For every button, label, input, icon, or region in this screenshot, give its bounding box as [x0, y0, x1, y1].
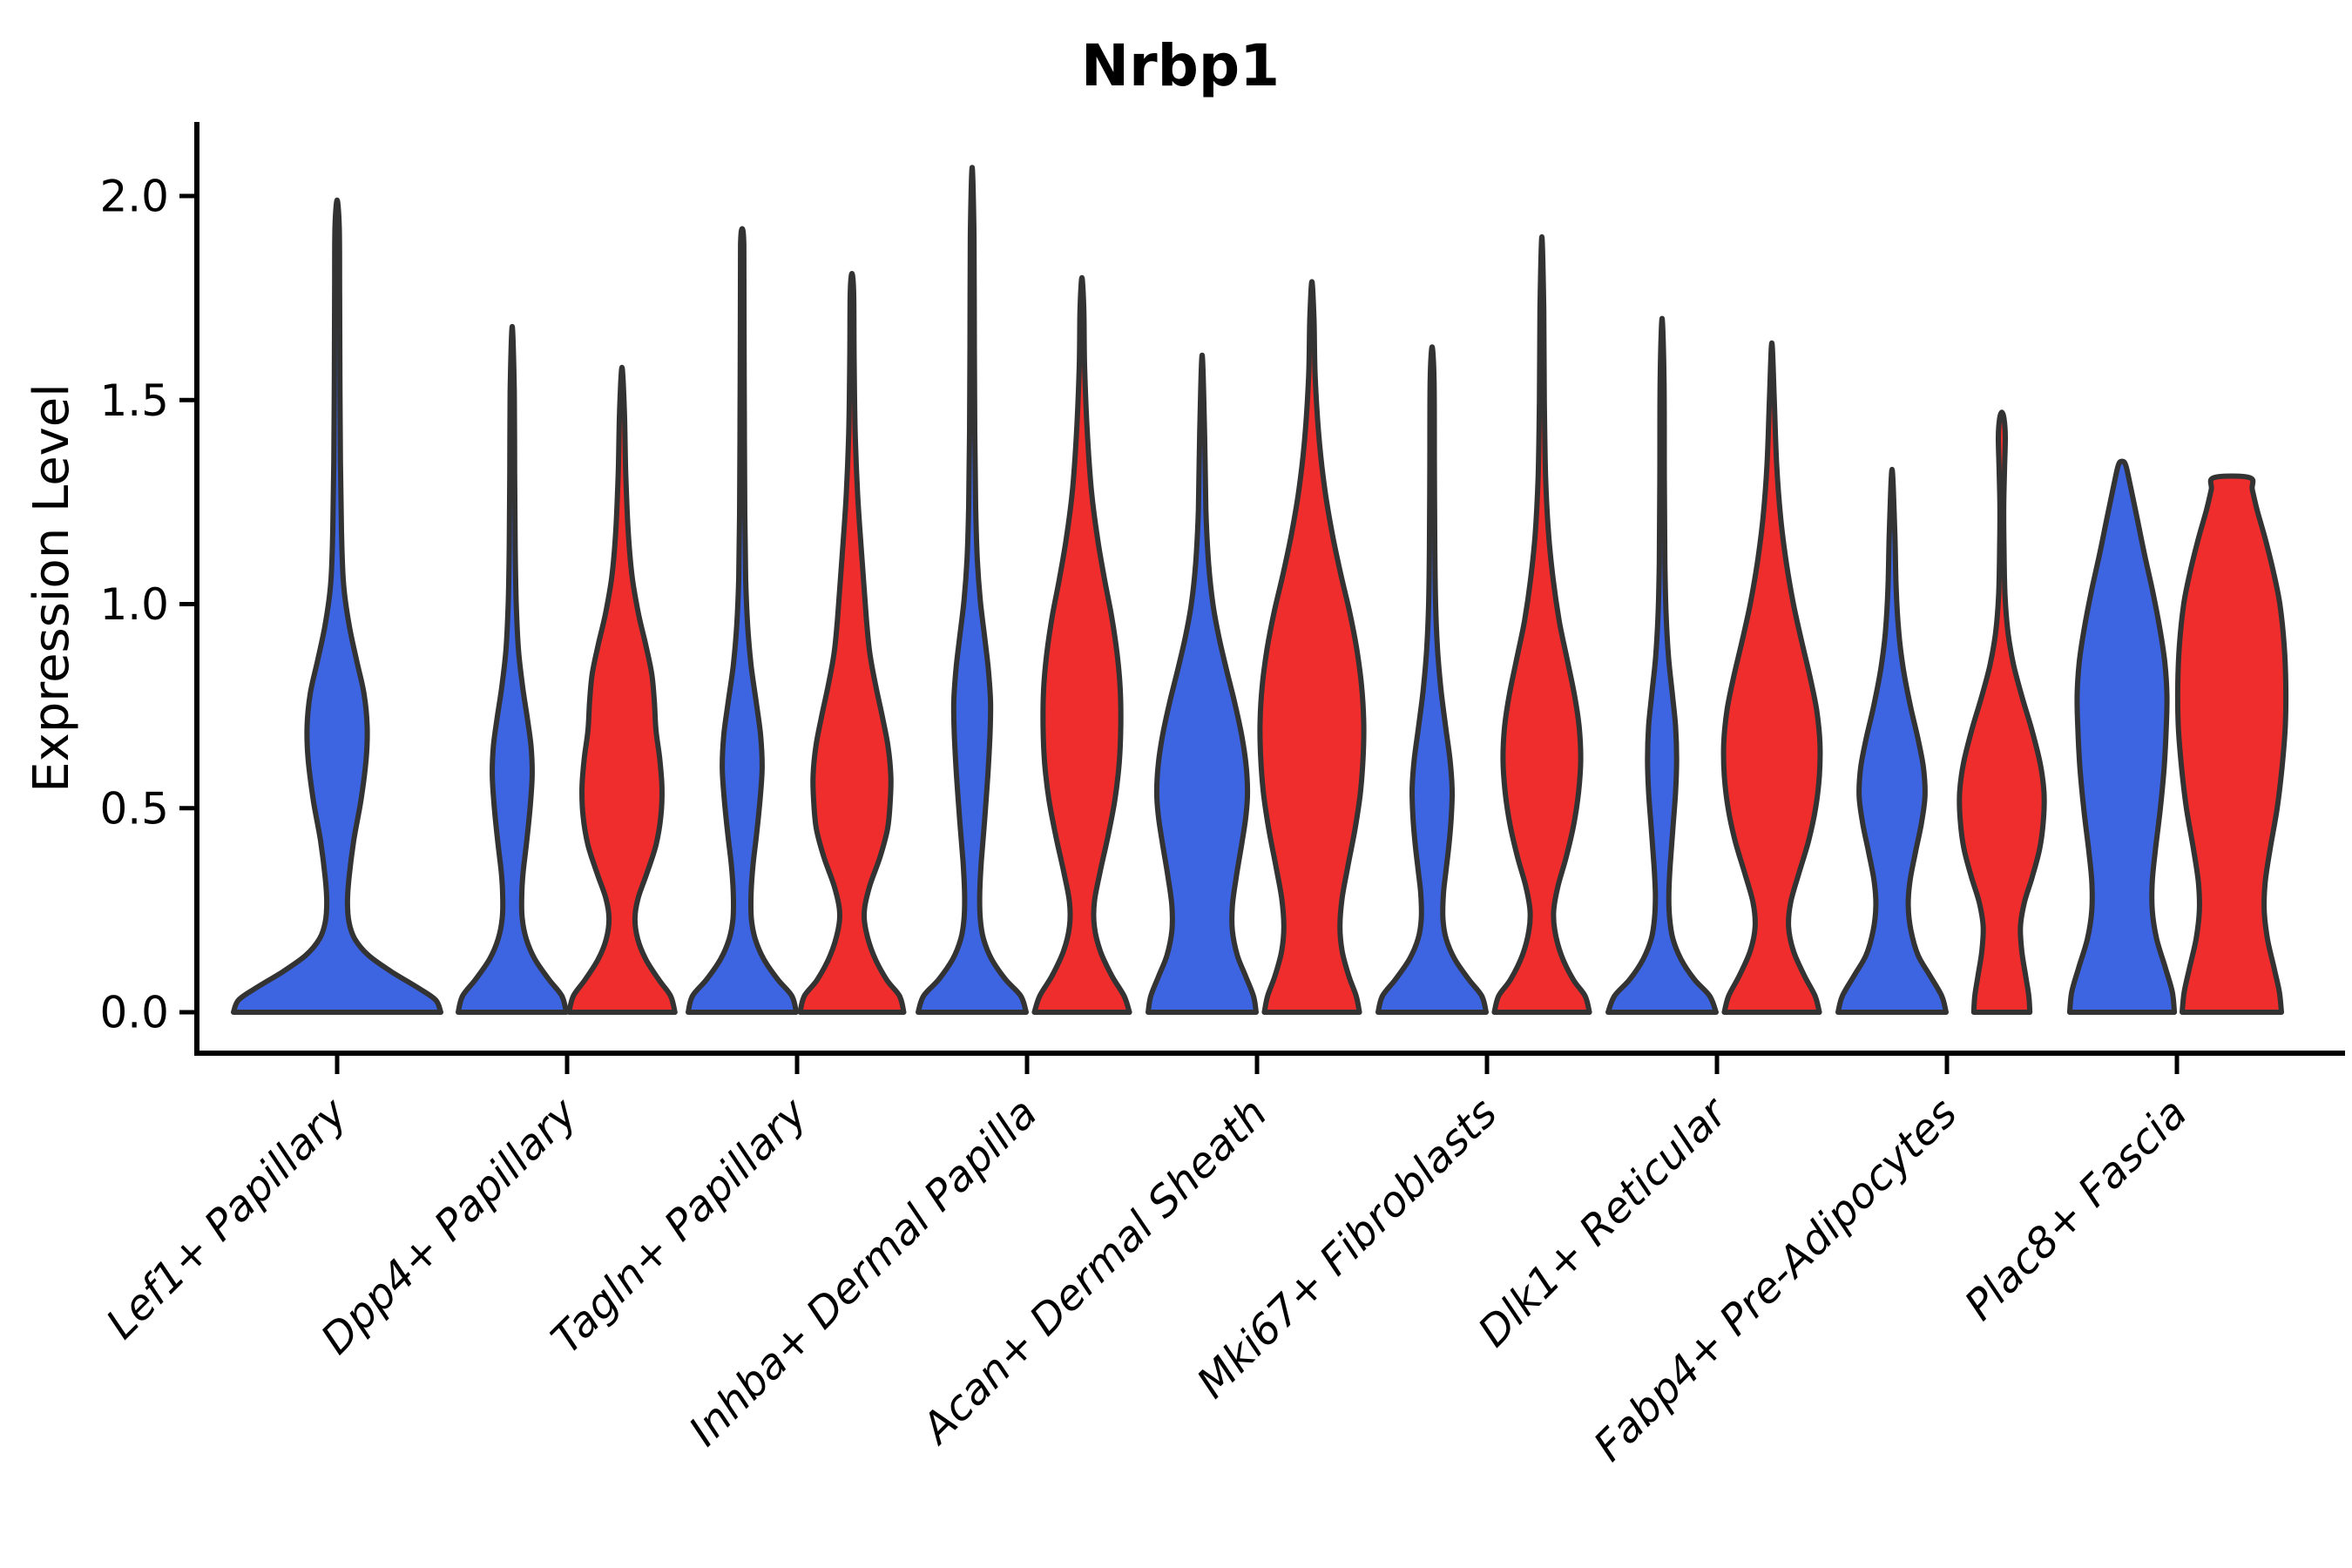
- violin-tagln-papillary-red: [797, 271, 907, 1015]
- y-axis-label: Expression Level: [24, 383, 80, 793]
- violin-tagln-papillary-blue: [686, 226, 799, 1015]
- x-tick-label-dpp4-papillary: Dpp4+ Papillary: [312, 1088, 587, 1363]
- violin-plac8-fascia-red: [2174, 473, 2289, 1015]
- y-tick-label-1.0: 1.0: [99, 579, 169, 630]
- y-ticks-layer: 0.0 0.5 1.0 1.5 2.0: [99, 172, 197, 1038]
- violin-plac8-fascia-blue: [2066, 458, 2178, 1015]
- violin-lef1-papillary-blue: [231, 197, 443, 1015]
- y-tick-label-1.5: 1.5: [99, 375, 169, 426]
- violin-dlk1-reticular-red: [1720, 340, 1823, 1015]
- x-tick-label-tagln-papillary: Tagln+ Papillary: [542, 1088, 817, 1363]
- y-tick-label-0.5: 0.5: [99, 783, 169, 834]
- y-tick-label-0.0: 0.0: [99, 988, 169, 1038]
- x-tick-label-lef1-papillary: Lef1+ Papillary: [97, 1088, 357, 1348]
- violin-dlk1-reticular-blue: [1605, 315, 1719, 1015]
- violin-acan-dermal-sheath-blue: [1146, 352, 1259, 1015]
- violin-inhba-dermal-papilla-blue: [916, 165, 1029, 1015]
- violin-inhba-dermal-papilla-red: [1031, 274, 1132, 1015]
- x-tick-label-fabp4-pre-adipocytes: Fabp4+ Pre-Adipocytes: [1585, 1089, 1967, 1471]
- y-tick-label-2.0: 2.0: [99, 172, 169, 222]
- violin-acan-dermal-sheath-red: [1257, 279, 1367, 1015]
- plot-title: Nrbp1: [1081, 32, 1280, 99]
- violin-fabp4-pre-adipocytes-blue: [1835, 466, 1949, 1015]
- violin-fabp4-pre-adipocytes-red: [1957, 409, 2047, 1015]
- x-tick-label-dlk1-reticular: Dlk1+ Reticular: [1469, 1087, 1739, 1357]
- violin-dpp4-papillary-red: [566, 364, 678, 1015]
- violin-dpp4-papillary-blue: [456, 323, 569, 1015]
- violins-layer: [231, 165, 2289, 1015]
- x-tick-label-plac8-fascia: Plac8+ Fascia: [1956, 1089, 2197, 1330]
- violin-mki67-fibroblasts-red: [1491, 233, 1592, 1015]
- violin-mki67-fibroblasts-blue: [1375, 344, 1489, 1015]
